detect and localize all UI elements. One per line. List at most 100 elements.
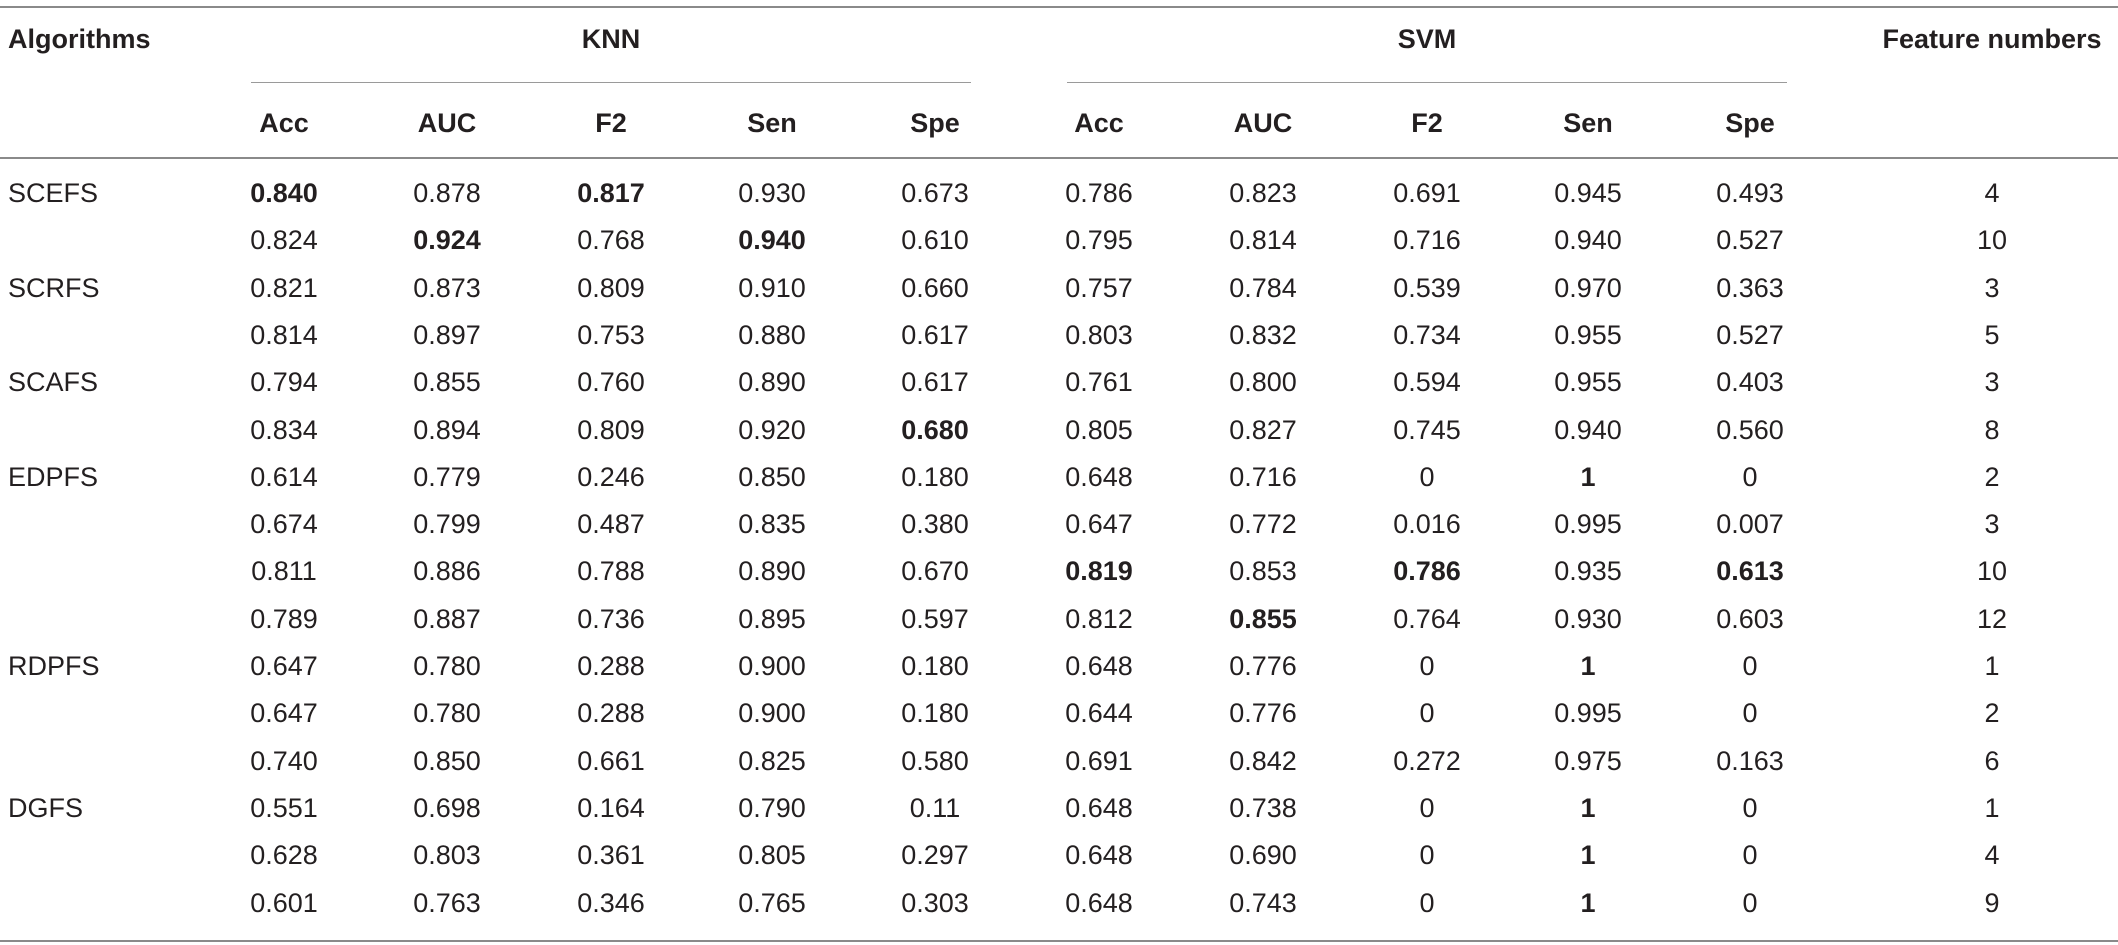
svm-spe-cell: 0.613 xyxy=(1716,556,1784,586)
svm-sen-cell: 0.955 xyxy=(1554,367,1622,397)
algorithm-label: SCAFS xyxy=(8,367,99,397)
feature-numbers-cell: 3 xyxy=(1984,367,2000,397)
svm-f2-cell: 0.691 xyxy=(1393,178,1461,208)
knn-sen-cell: 0.825 xyxy=(738,746,806,776)
feature-numbers-cell: 3 xyxy=(1984,509,2000,539)
top-rule xyxy=(0,6,2118,8)
knn-acc-cell: 0.647 xyxy=(250,651,318,681)
svm-sen-cell: 0.940 xyxy=(1554,415,1622,445)
feature-numbers-cell: 2 xyxy=(1984,698,2000,728)
knn-f2-cell: 0.809 xyxy=(577,273,645,303)
feature-numbers-cell: 10 xyxy=(1976,225,2008,255)
knn-f2-cell: 0.809 xyxy=(577,415,645,445)
header-knn: KNN xyxy=(581,24,641,54)
knn-sen-cell: 0.900 xyxy=(738,698,806,728)
knn-spe-cell: 0.617 xyxy=(901,320,969,350)
svm-f2-cell: 0 xyxy=(1419,462,1435,492)
knn-f2-cell: 0.736 xyxy=(577,604,645,634)
svm-auc-cell: 0.827 xyxy=(1229,415,1297,445)
feature-numbers-cell: 8 xyxy=(1984,415,2000,445)
knn-auc-cell: 0.894 xyxy=(413,415,481,445)
svm-sen-cell: 0.930 xyxy=(1554,604,1622,634)
knn-auc-cell: 0.780 xyxy=(413,698,481,728)
knn-auc-cell: 0.763 xyxy=(413,888,481,918)
svm-sen-cell: 1 xyxy=(1580,793,1596,823)
svm-sen-cell: 0.995 xyxy=(1554,509,1622,539)
knn-f2-cell: 0.361 xyxy=(577,840,645,870)
svm-metric-header-f2: F2 xyxy=(1411,108,1443,138)
knn-spe-cell: 0.680 xyxy=(901,415,969,445)
knn-spe-cell: 0.617 xyxy=(901,367,969,397)
svm-spe-cell: 0 xyxy=(1742,793,1758,823)
svm-auc-cell: 0.832 xyxy=(1229,320,1297,350)
knn-metric-header-f2: F2 xyxy=(595,108,627,138)
knn-sen-cell: 0.920 xyxy=(738,415,806,445)
feature-numbers-cell: 6 xyxy=(1984,746,2000,776)
knn-acc-cell: 0.824 xyxy=(250,225,318,255)
knn-acc-cell: 0.628 xyxy=(250,840,318,870)
knn-f2-cell: 0.768 xyxy=(577,225,645,255)
knn-sen-cell: 0.890 xyxy=(738,367,806,397)
svm-metric-header-spe: Spe xyxy=(1725,108,1775,138)
svm-f2-cell: 0 xyxy=(1419,888,1435,918)
svm-acc-cell: 0.648 xyxy=(1065,840,1133,870)
svm-auc-cell: 0.842 xyxy=(1229,746,1297,776)
knn-acc-cell: 0.840 xyxy=(250,178,318,208)
svm-sen-cell: 1 xyxy=(1580,462,1596,492)
feature-numbers-cell: 4 xyxy=(1984,840,2000,870)
svm-acc-cell: 0.795 xyxy=(1065,225,1133,255)
svm-sen-cell: 0.995 xyxy=(1554,698,1622,728)
knn-spe-cell: 0.180 xyxy=(901,651,969,681)
svm-f2-cell: 0.745 xyxy=(1393,415,1461,445)
svm-spe-cell: 0.560 xyxy=(1716,415,1784,445)
knn-spe-cell: 0.597 xyxy=(901,604,969,634)
knn-spe-cell: 0.380 xyxy=(901,509,969,539)
knn-acc-cell: 0.647 xyxy=(250,698,318,728)
knn-metric-header-sen: Sen xyxy=(747,108,797,138)
knn-acc-cell: 0.811 xyxy=(251,556,317,586)
knn-sen-cell: 0.790 xyxy=(738,793,806,823)
knn-f2-cell: 0.760 xyxy=(577,367,645,397)
feature-numbers-cell: 3 xyxy=(1984,273,2000,303)
svm-acc-cell: 0.648 xyxy=(1065,462,1133,492)
knn-sen-cell: 0.880 xyxy=(738,320,806,350)
svm-f2-cell: 0 xyxy=(1419,651,1435,681)
knn-acc-cell: 0.821 xyxy=(250,273,318,303)
knn-acc-cell: 0.551 xyxy=(250,793,318,823)
svm-auc-cell: 0.776 xyxy=(1229,651,1297,681)
svm-acc-cell: 0.805 xyxy=(1065,415,1133,445)
svm-metric-header-sen: Sen xyxy=(1563,108,1613,138)
knn-auc-cell: 0.799 xyxy=(413,509,481,539)
knn-metric-header-auc: AUC xyxy=(417,108,477,138)
svm-sen-cell: 0.975 xyxy=(1554,746,1622,776)
svm-f2-cell: 0.539 xyxy=(1393,273,1461,303)
knn-spe-cell: 0.610 xyxy=(901,225,969,255)
svm-acc-cell: 0.786 xyxy=(1065,178,1133,208)
svm-auc-cell: 0.738 xyxy=(1229,793,1297,823)
knn-f2-cell: 0.164 xyxy=(577,793,645,823)
feature-numbers-cell: 4 xyxy=(1984,178,2000,208)
knn-auc-cell: 0.887 xyxy=(413,604,481,634)
svm-spe-cell: 0.493 xyxy=(1716,178,1784,208)
knn-acc-cell: 0.740 xyxy=(250,746,318,776)
svm-acc-cell: 0.648 xyxy=(1065,793,1133,823)
knn-auc-cell: 0.780 xyxy=(413,651,481,681)
svm-auc-cell: 0.772 xyxy=(1229,509,1297,539)
header-feature-numbers: Feature numbers xyxy=(1882,24,2102,54)
knn-sen-cell: 0.900 xyxy=(738,651,806,681)
svm-f2-cell: 0.716 xyxy=(1393,225,1461,255)
algorithm-label: SCEFS xyxy=(8,178,99,208)
svm-spe-cell: 0.603 xyxy=(1716,604,1784,634)
knn-spe-cell: 0.297 xyxy=(901,840,969,870)
knn-acc-cell: 0.834 xyxy=(250,415,318,445)
knn-acc-cell: 0.814 xyxy=(250,320,318,350)
knn-f2-cell: 0.753 xyxy=(577,320,645,350)
header-rule xyxy=(0,157,2118,159)
svm-sen-cell: 0.945 xyxy=(1554,178,1622,208)
svm-metric-header-auc: AUC xyxy=(1233,108,1293,138)
knn-auc-cell: 0.897 xyxy=(413,320,481,350)
svm-sen-cell: 0.935 xyxy=(1554,556,1622,586)
algorithm-label: RDPFS xyxy=(8,651,100,681)
algorithm-label: SCRFS xyxy=(8,273,100,303)
